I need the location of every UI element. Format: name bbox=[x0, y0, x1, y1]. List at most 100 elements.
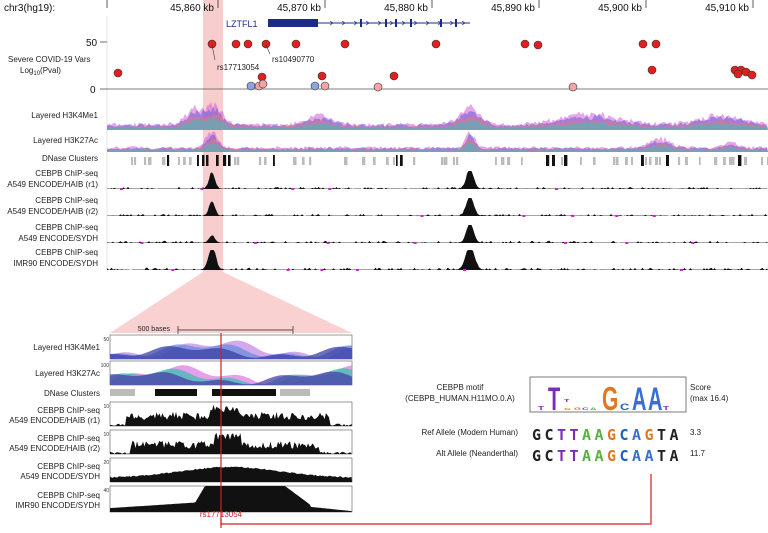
dnase-cluster bbox=[162, 157, 166, 165]
variant-dot bbox=[389, 71, 399, 81]
dnase-cluster bbox=[521, 157, 523, 165]
coord-tick-label: 45,860 kb bbox=[170, 3, 214, 14]
zoom-track-label: CEBPB ChIP-seq bbox=[37, 434, 100, 443]
coord-tick-label: 45,900 kb bbox=[598, 3, 642, 14]
zoom-track-label-sub: IMR90 ENCODE/SYDH bbox=[16, 501, 101, 510]
sequence-base: G bbox=[607, 426, 616, 444]
chip-marker bbox=[200, 188, 204, 190]
track-label: Layered H3K27Ac bbox=[33, 136, 98, 145]
gene-exon bbox=[290, 19, 292, 27]
covid-y-zero: 0 bbox=[90, 85, 96, 96]
chip-marker bbox=[420, 215, 424, 217]
zoom-dnase-block bbox=[212, 389, 276, 396]
coordinate-ticks: 45,860 kb 45,870 kb 45,880 kb 45,890 kb 45,9… bbox=[170, 0, 754, 14]
variant-dot bbox=[733, 69, 743, 79]
gene-exon bbox=[385, 19, 387, 27]
dnase-cluster bbox=[131, 157, 133, 165]
dnase-cluster bbox=[729, 157, 733, 165]
sequence-base: A bbox=[595, 447, 604, 465]
logo-letter: T bbox=[564, 398, 570, 403]
dnase-cluster bbox=[616, 157, 619, 165]
sequence-base: G bbox=[532, 447, 541, 465]
motif-score-max: (max 16.4) bbox=[690, 394, 729, 403]
covid-track-label: Severe COVID-19 Vars bbox=[8, 55, 91, 64]
strand-arrow bbox=[341, 20, 346, 26]
dnase-cluster bbox=[546, 155, 550, 166]
sequence-base: A bbox=[632, 426, 641, 444]
sequence-base: A bbox=[595, 426, 604, 444]
top-track-labels: Layered H3K4Me1 Layered H3K27Ac DNase Clus… bbox=[7, 111, 98, 268]
dnase-cluster bbox=[202, 155, 205, 166]
track-label-sub: A549 ENCODE/HAIB (r2) bbox=[7, 207, 98, 216]
variant-dot bbox=[431, 39, 441, 49]
track-label: CEBPB ChIP-seq bbox=[35, 223, 98, 232]
zoom-y-max: 10 bbox=[103, 404, 109, 410]
zoom-y-max: 100 bbox=[101, 363, 110, 369]
strand-arrow bbox=[413, 20, 418, 26]
gene-exon bbox=[300, 19, 302, 27]
zoom-track-label: CEBPB ChIP-seq bbox=[37, 406, 100, 415]
zoom-track-label: CEBPB ChIP-seq bbox=[37, 462, 100, 471]
dnase-cluster bbox=[134, 157, 137, 165]
motif-logo: T T GTG C A G C A A T bbox=[538, 380, 669, 417]
dnase-cluster bbox=[167, 155, 170, 166]
dnase-cluster bbox=[666, 155, 669, 166]
chip-marker bbox=[522, 215, 526, 217]
zoom-y-max: 20 bbox=[103, 460, 109, 466]
dnase-cluster bbox=[228, 155, 231, 166]
dnase-cluster bbox=[206, 155, 209, 166]
sequence-base: C bbox=[545, 426, 554, 444]
variant-dot bbox=[231, 39, 241, 49]
dnase-cluster bbox=[148, 157, 152, 165]
dnase-cluster bbox=[373, 157, 376, 165]
chip-marker bbox=[652, 215, 656, 217]
variant-dot bbox=[207, 39, 217, 49]
dnase-cluster bbox=[699, 157, 701, 165]
alt-score: 11.7 bbox=[690, 449, 706, 458]
covid-y-top: 50 bbox=[86, 38, 98, 49]
dnase-cluster bbox=[237, 157, 240, 165]
dnase-cluster bbox=[386, 157, 389, 165]
gene-strand-arrows bbox=[290, 19, 466, 27]
ref-allele-label: Ref Allele (Modern Human) bbox=[422, 428, 519, 437]
chip-marker bbox=[413, 242, 417, 244]
zoom-y-max: 40 bbox=[103, 488, 109, 494]
logo-letter: T bbox=[548, 381, 560, 417]
gene-exon bbox=[395, 19, 397, 27]
logo-letter: G bbox=[602, 380, 618, 417]
dnase-cluster bbox=[453, 157, 455, 165]
chip-marker bbox=[463, 269, 467, 271]
chip-marker bbox=[691, 242, 695, 244]
zoom-track-label: DNase Clusters bbox=[44, 389, 100, 398]
zoom-snp-label: rs17713054 bbox=[200, 510, 243, 519]
sequence-base: T bbox=[570, 426, 579, 444]
chip-marker bbox=[571, 215, 575, 217]
zoom-track-label: Layered H3K27Ac bbox=[35, 369, 100, 378]
logo-letter: G bbox=[564, 408, 571, 411]
sequence-base: T bbox=[657, 426, 666, 444]
gene-exon bbox=[410, 19, 412, 27]
track-label: CEBPB ChIP-seq bbox=[35, 248, 98, 257]
logo-letter: A bbox=[648, 381, 662, 417]
zoom-y-max: 10 bbox=[103, 432, 109, 438]
variant-dot bbox=[246, 81, 256, 91]
coord-tick-label: 45,870 kb bbox=[277, 3, 321, 14]
variant-dot bbox=[257, 72, 267, 82]
sequence-base: A bbox=[582, 447, 591, 465]
chip-marker bbox=[355, 269, 359, 271]
dnase-cluster bbox=[507, 157, 511, 165]
chip-marker bbox=[564, 242, 568, 244]
zoom-chip-sydh bbox=[110, 466, 352, 482]
motif-logo-frame bbox=[529, 376, 687, 413]
variant-dot bbox=[638, 39, 648, 49]
sequence-base: A bbox=[645, 447, 654, 465]
track-label: DNase Clusters bbox=[42, 154, 98, 163]
dnase-cluster bbox=[659, 157, 662, 165]
snp-label-rs17713054: rs17713054 bbox=[217, 63, 260, 72]
track-label-sub: IMR90 ENCODE/SYDH bbox=[14, 259, 99, 268]
zoom-dnase-block bbox=[155, 389, 197, 396]
dnase-cluster bbox=[631, 157, 634, 165]
chip-marker bbox=[625, 242, 629, 244]
sequence-base: G bbox=[607, 447, 616, 465]
